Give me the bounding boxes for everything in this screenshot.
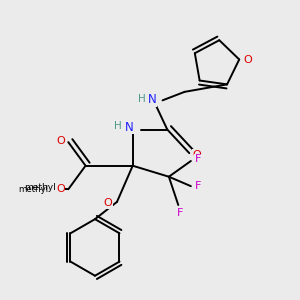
Text: O: O [193, 150, 202, 160]
Text: F: F [195, 154, 201, 164]
Text: F: F [195, 181, 201, 190]
Text: O: O [56, 184, 65, 194]
Text: methyl: methyl [19, 185, 49, 194]
Text: O: O [56, 136, 65, 146]
Text: O: O [104, 198, 112, 208]
Text: H: H [114, 122, 122, 131]
Text: methyl: methyl [24, 183, 56, 192]
Text: O: O [244, 55, 252, 65]
Text: F: F [177, 208, 183, 218]
Text: H: H [138, 94, 146, 104]
Text: N: N [124, 121, 133, 134]
Text: N: N [148, 93, 157, 106]
